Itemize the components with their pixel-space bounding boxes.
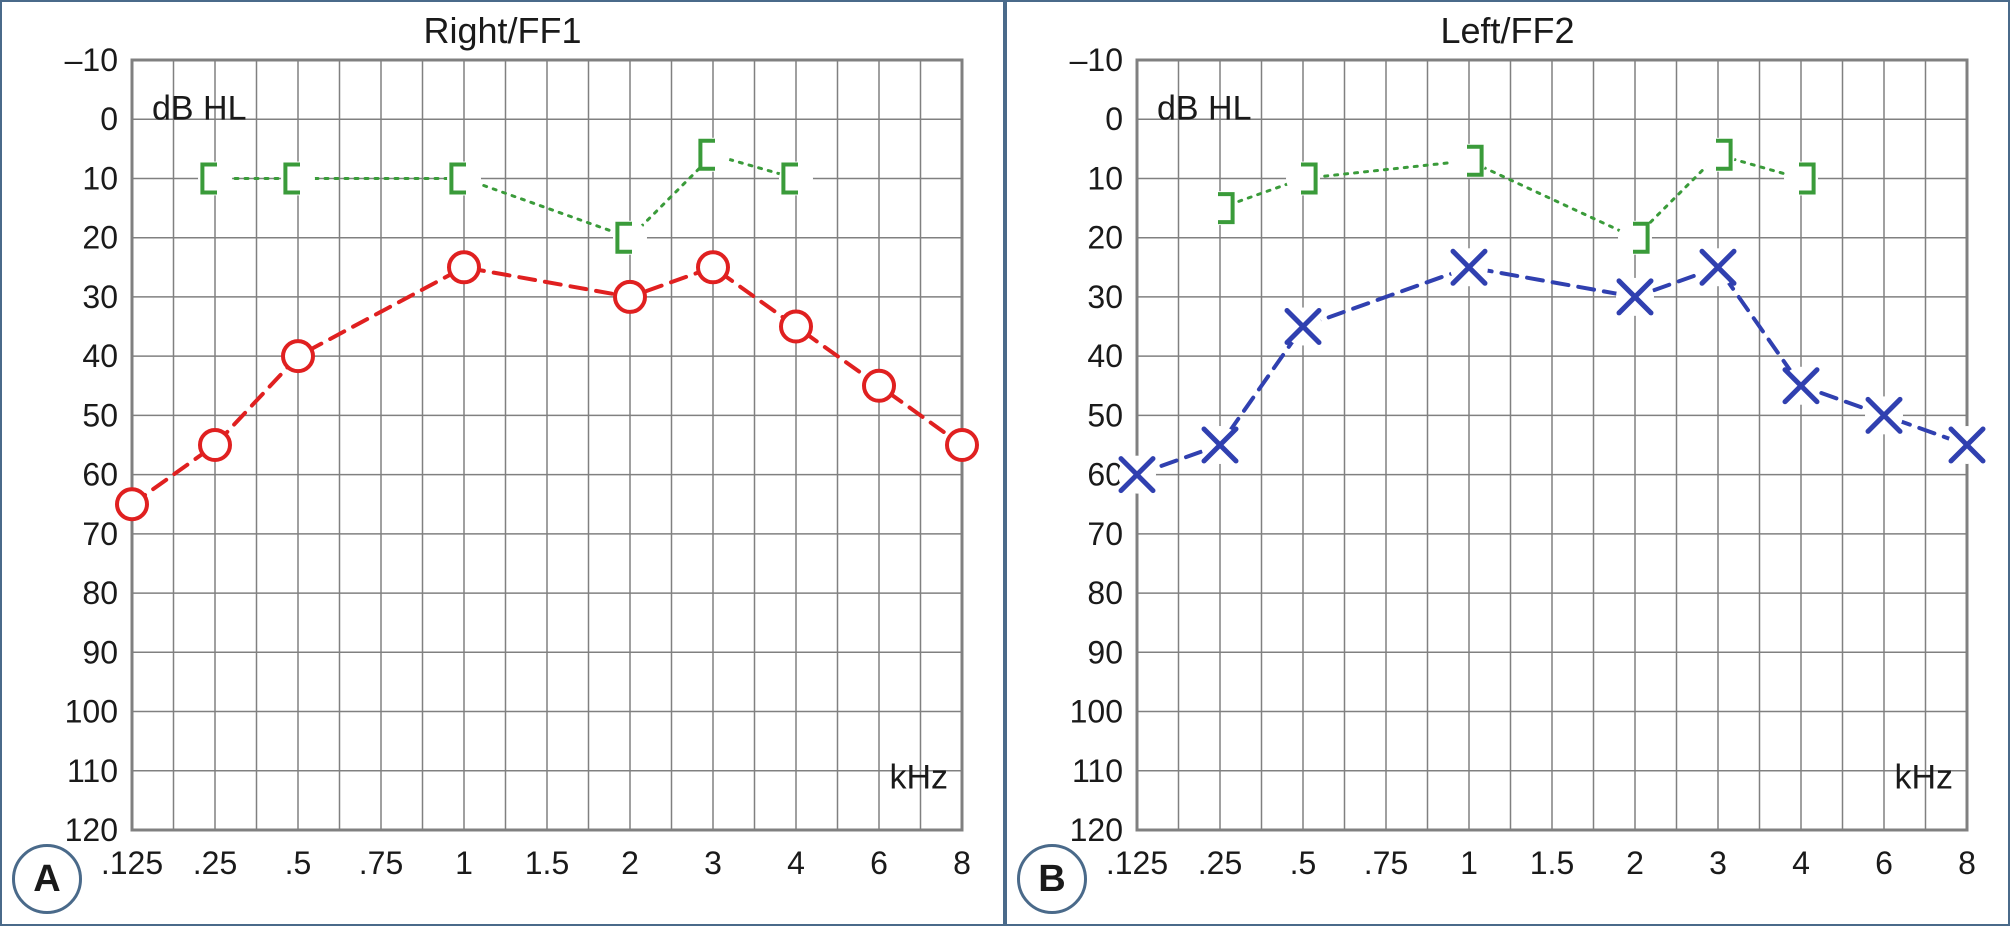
svg-text:100: 100: [1070, 694, 1123, 730]
panel-a-plot: –10 0 10 20 30 40 50 60 70 80 90 100 110 120.125 .25 .5…: [2, 2, 1007, 928]
svg-text:2: 2: [1626, 845, 1644, 881]
svg-text:4: 4: [787, 845, 805, 881]
svg-text:80: 80: [1087, 575, 1123, 611]
svg-text:50: 50: [1087, 397, 1123, 433]
svg-text:–10: –10: [65, 42, 118, 78]
svg-text:.75: .75: [359, 845, 403, 881]
svg-text:50: 50: [82, 397, 118, 433]
svg-text:110: 110: [67, 753, 118, 789]
svg-text:40: 40: [82, 338, 118, 374]
svg-text:1: 1: [455, 845, 473, 881]
svg-text:10: 10: [82, 160, 118, 196]
svg-text:1.5: 1.5: [1530, 845, 1574, 881]
svg-text:4: 4: [1792, 845, 1810, 881]
svg-text:0: 0: [100, 101, 118, 137]
svg-text:.25: .25: [1198, 845, 1242, 881]
svg-text:3: 3: [1709, 845, 1727, 881]
svg-text:90: 90: [82, 634, 118, 670]
svg-text:kHz: kHz: [889, 759, 948, 797]
svg-text:1.5: 1.5: [525, 845, 569, 881]
svg-text:60: 60: [82, 457, 118, 493]
svg-text:3: 3: [704, 845, 722, 881]
panel-b-plot: –10 0 10 20 30 40 50 60 70 80 90 100 110 120.125 .25 .5…: [1007, 2, 2010, 928]
svg-text:10: 10: [1087, 160, 1123, 196]
panel-a-badge: A: [12, 844, 82, 914]
svg-text:2: 2: [621, 845, 639, 881]
svg-text:kHz: kHz: [1894, 759, 1953, 797]
svg-text:70: 70: [1087, 516, 1123, 552]
svg-text:dB HL: dB HL: [152, 90, 247, 128]
svg-text:.125: .125: [1106, 845, 1168, 881]
svg-text:20: 20: [1087, 220, 1123, 256]
svg-text:.5: .5: [285, 845, 312, 881]
panel-b-badge: B: [1017, 844, 1087, 914]
svg-text:8: 8: [953, 845, 971, 881]
svg-text:60: 60: [1087, 457, 1123, 493]
svg-text:.25: .25: [193, 845, 237, 881]
svg-text:90: 90: [1087, 634, 1123, 670]
svg-text:20: 20: [82, 220, 118, 256]
audiogram-container: Right/FF1 A –100102030405060708090100110…: [0, 0, 2010, 926]
svg-text:–10: –10: [1070, 42, 1123, 78]
svg-text:30: 30: [1087, 279, 1123, 315]
svg-text:6: 6: [870, 845, 888, 881]
svg-text:40: 40: [1087, 338, 1123, 374]
svg-text:120: 120: [65, 812, 118, 848]
svg-text:30: 30: [82, 279, 118, 315]
svg-text:80: 80: [82, 575, 118, 611]
svg-text:1: 1: [1460, 845, 1478, 881]
svg-text:6: 6: [1875, 845, 1893, 881]
panel-b: Left/FF2 B –1001020304050607080901001101…: [1005, 0, 2010, 926]
svg-text:120: 120: [1070, 812, 1123, 848]
svg-text:110: 110: [1072, 753, 1123, 789]
panel-a: Right/FF1 A –100102030405060708090100110…: [0, 0, 1005, 926]
svg-text:70: 70: [82, 516, 118, 552]
svg-text:100: 100: [65, 694, 118, 730]
svg-text:0: 0: [1105, 101, 1123, 137]
svg-text:.125: .125: [101, 845, 163, 881]
svg-text:8: 8: [1958, 845, 1976, 881]
svg-text:.5: .5: [1290, 845, 1317, 881]
svg-text:.75: .75: [1364, 845, 1408, 881]
svg-text:dB HL: dB HL: [1157, 90, 1252, 128]
